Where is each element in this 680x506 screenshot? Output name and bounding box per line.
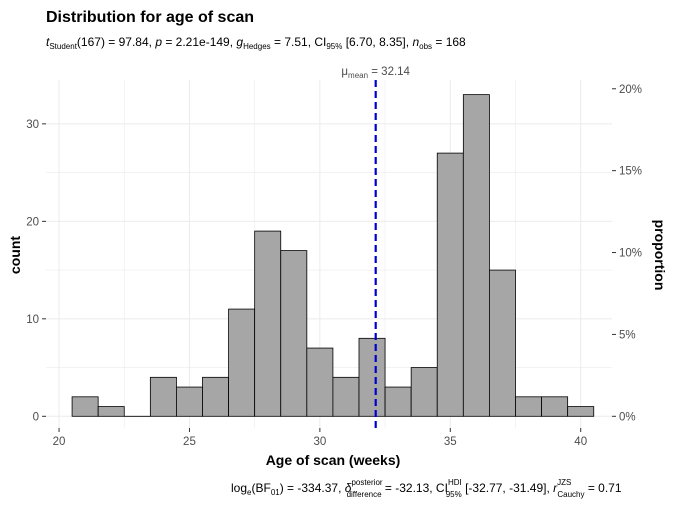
x-axis-title: Age of scan (weeks) bbox=[266, 452, 401, 468]
histogram-bar bbox=[280, 250, 308, 417]
y-tick-label: 10 bbox=[26, 314, 39, 326]
histogram-bar bbox=[149, 376, 177, 417]
histogram-bar bbox=[462, 94, 490, 417]
x-tick-label: 25 bbox=[183, 436, 196, 448]
histogram-bar bbox=[384, 386, 412, 417]
histogram-bar bbox=[541, 396, 569, 417]
x-tick-label: 40 bbox=[574, 436, 587, 448]
x-tick-label: 30 bbox=[313, 436, 326, 448]
histogram-bar bbox=[97, 406, 125, 417]
histogram-bar bbox=[332, 376, 360, 417]
x-tick-label: 35 bbox=[444, 436, 457, 448]
histogram-bar bbox=[489, 269, 516, 417]
y-tick-label: 30 bbox=[26, 119, 39, 131]
chart-caption: loge(BF01) = -334.37, δposterior differen… bbox=[231, 478, 622, 499]
histogram-bar bbox=[436, 152, 464, 417]
histogram-bar bbox=[358, 337, 386, 417]
y2-axis-ticks: 0% 5% 10% 15% 20% bbox=[612, 84, 642, 423]
histogram-bar bbox=[228, 308, 256, 417]
x-axis-ticks: 20 25 30 35 40 bbox=[53, 428, 587, 448]
histogram-bar bbox=[306, 347, 334, 417]
y2-axis-title: proportion bbox=[652, 220, 668, 291]
histogram-bar bbox=[410, 367, 438, 417]
histogram-bar bbox=[567, 406, 595, 417]
y2-tick-label: 10% bbox=[619, 248, 642, 260]
y-axis-ticks: 0 10 20 30 bbox=[26, 119, 46, 423]
histogram-bar bbox=[202, 376, 229, 417]
mean-label: μmean = 32.14 bbox=[341, 66, 410, 80]
histogram-bar bbox=[254, 230, 282, 417]
y2-tick-label: 0% bbox=[619, 411, 636, 423]
histogram-bar bbox=[176, 386, 203, 417]
y-axis-title: count bbox=[7, 236, 23, 274]
y2-tick-label: 20% bbox=[619, 84, 642, 96]
y-tick-label: 0 bbox=[33, 411, 39, 423]
histogram-bar bbox=[515, 396, 542, 417]
y2-tick-label: 5% bbox=[619, 329, 636, 341]
y-tick-label: 20 bbox=[26, 216, 39, 228]
chart-subtitle: tStudent(167) = 97.84, p = 2.21e-149, gH… bbox=[46, 35, 466, 51]
chart-title: Distribution for age of scan bbox=[46, 9, 254, 26]
histogram-bars bbox=[71, 94, 595, 417]
histogram-bar bbox=[71, 396, 99, 417]
y2-tick-label: 15% bbox=[619, 166, 642, 178]
x-tick-label: 20 bbox=[53, 436, 66, 448]
